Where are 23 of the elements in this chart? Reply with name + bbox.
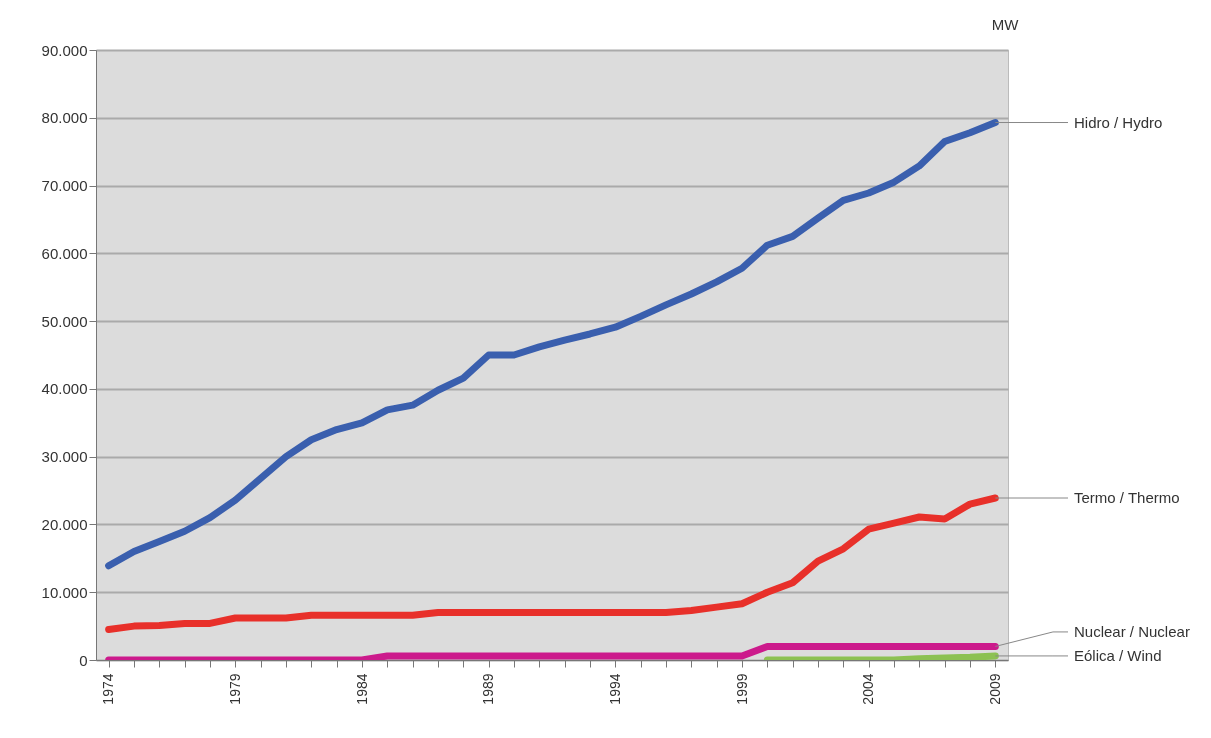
text: Nuclear / Nuclear	[1074, 622, 1190, 640]
y-tick-label: 40.000	[41, 380, 88, 398]
y-tick-label: 70.000	[41, 177, 88, 195]
x-tick-label: 1984	[353, 673, 370, 705]
y-tick-label: 0	[79, 651, 88, 669]
text: Eólica / Wind	[1074, 646, 1162, 664]
y-tick-label: 80.000	[41, 109, 88, 127]
x-tick-label: 1979	[226, 673, 243, 705]
text: Hidro / Hydro	[1074, 113, 1163, 131]
y-tick-label: 10.000	[41, 583, 88, 601]
x-tick-label: 1974	[100, 673, 117, 705]
x-tick-label: 1999	[733, 673, 750, 705]
y-tick-label: 20.000	[41, 515, 88, 533]
y-tick-label: 30.000	[41, 448, 88, 466]
x-tick-label: 1994	[606, 673, 623, 705]
y-tick-label: 50.000	[41, 312, 88, 330]
x-tick-label: 2004	[860, 673, 877, 705]
text: Termo / Thermo	[1074, 489, 1180, 507]
x-tick-label: 2009	[986, 673, 1003, 705]
y-tick-label: 60.000	[41, 244, 88, 262]
y-axis-title: MW	[991, 15, 1020, 33]
y-tick-label: 90.000	[41, 41, 88, 59]
x-tick-label: 1989	[480, 673, 497, 705]
